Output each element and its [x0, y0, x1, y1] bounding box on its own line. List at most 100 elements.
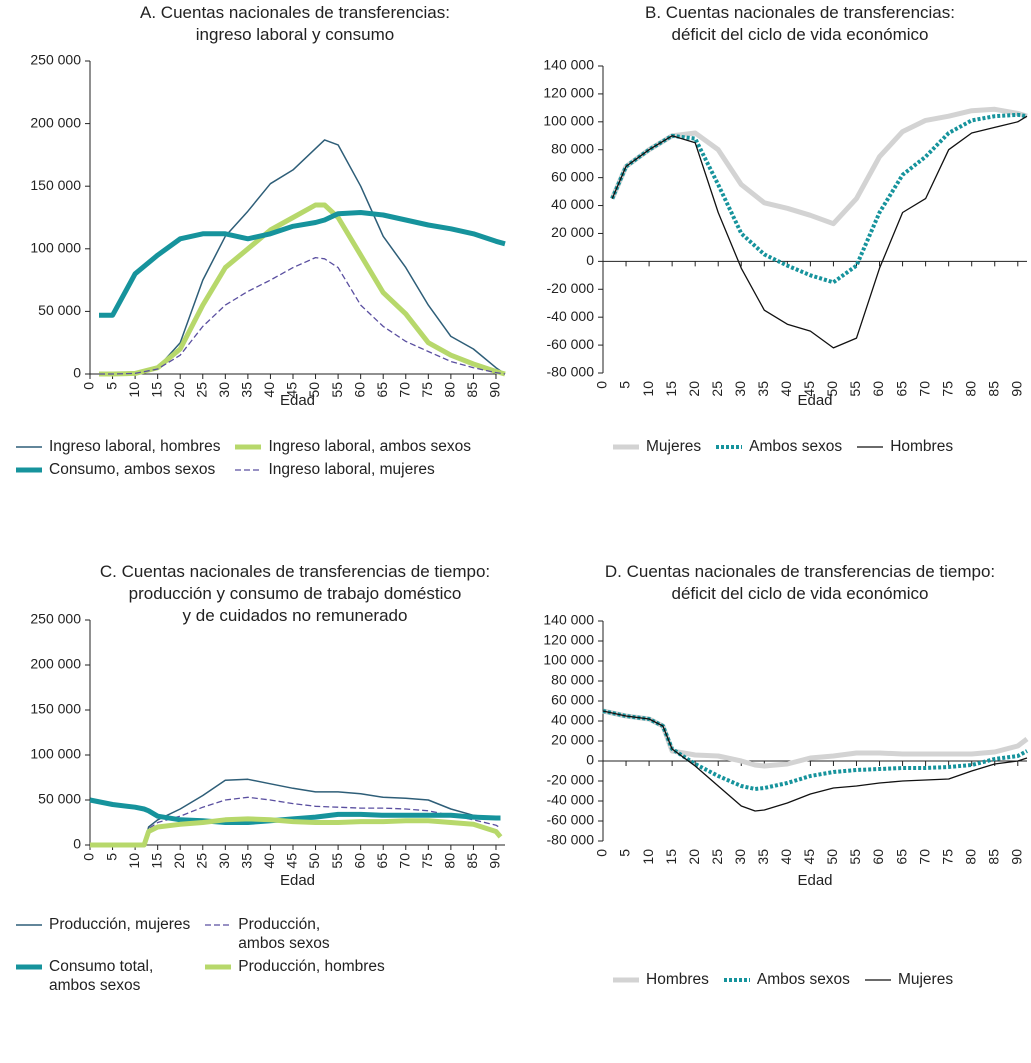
y-tick-label: 20 000: [551, 224, 594, 240]
y-tick-label: 250 000: [30, 52, 81, 68]
legend-label: Producción, hombres: [238, 958, 385, 975]
series-line: [610, 112, 1028, 285]
y-tick-label: 150 000: [30, 177, 81, 193]
x-tick-label: 5: [617, 849, 633, 857]
x-tick-label: 70: [396, 853, 412, 869]
series-line: [602, 710, 1028, 812]
x-tick-label: 85: [464, 382, 480, 398]
series-line: [99, 256, 506, 375]
x-tick-label: 90: [487, 382, 503, 398]
y-tick-label: 100 000: [543, 113, 594, 129]
legend-swatch: [16, 964, 42, 970]
y-tick-label: -80 000: [547, 364, 595, 380]
series-line: [609, 106, 1028, 227]
x-tick-label: 60: [870, 381, 886, 397]
x-tick-label: 55: [847, 381, 863, 397]
y-tick-label: 40 000: [551, 196, 594, 212]
x-tick-label: 50: [306, 853, 322, 869]
x-tick-label: 0: [594, 381, 610, 389]
legend-item: Producción, ambos sexos: [204, 915, 384, 953]
y-tick-label: -20 000: [547, 772, 595, 788]
y-tick-label: 20 000: [551, 732, 594, 748]
x-tick-label: 75: [419, 382, 435, 398]
x-tick-label: 65: [374, 382, 390, 398]
legend-label: Ambos sexos: [749, 438, 843, 455]
x-tick-label: 25: [709, 381, 725, 397]
x-tick-label: 45: [801, 381, 817, 397]
legend-swatch: [864, 979, 891, 981]
legend-swatch: [205, 924, 232, 926]
x-tick-label: 60: [351, 382, 367, 398]
x-tick-label: 80: [962, 849, 978, 865]
x-tick-label: 60: [351, 853, 367, 869]
x-tick-label: 30: [216, 382, 232, 398]
legend-label: Ambos sexos: [756, 971, 850, 988]
y-tick-label: 80 000: [551, 140, 594, 156]
y-tick-label: 60 000: [551, 692, 594, 708]
x-tick-label: 55: [329, 382, 345, 398]
legend-swatch: [857, 446, 884, 448]
y-tick-label: 80 000: [551, 672, 594, 688]
x-tick-label: 85: [464, 853, 480, 869]
series-line: [602, 709, 1028, 791]
legend-item: Mujeres: [864, 970, 953, 989]
x-tick-label: 10: [126, 853, 142, 869]
legend-label: Ingreso laboral, ambos sexos: [268, 438, 471, 455]
y-tick-label: 0: [73, 365, 81, 381]
y-tick-label: 140 000: [543, 57, 594, 73]
x-tick-label: 30: [216, 853, 232, 869]
legend: Ingreso laboral, hombres Ingreso laboral,…: [15, 437, 471, 479]
y-tick-label: 200 000: [30, 114, 81, 130]
legend-item: Consumo, ambos sexos: [15, 460, 220, 479]
y-tick-label: 120 000: [543, 85, 594, 101]
legend-item: Hombres: [856, 437, 953, 456]
x-tick-label: 90: [1008, 849, 1024, 865]
legend-label: Hombres: [646, 971, 709, 988]
y-tick-label: 150 000: [30, 701, 81, 717]
x-tick-label: 15: [148, 382, 164, 398]
legend-swatch: [16, 924, 42, 926]
legend-label: Ingreso laboral, mujeres: [268, 461, 435, 478]
x-tick-label: 90: [1008, 381, 1024, 397]
legend-item: Consumo total, ambos sexos: [15, 957, 190, 995]
x-tick-label: 55: [329, 853, 345, 869]
y-tick-label: 100 000: [30, 746, 81, 762]
y-tick-label: 120 000: [543, 632, 594, 648]
x-tick-label: 50: [306, 382, 322, 398]
x-tick-label: 60: [870, 849, 886, 865]
x-tick-label: 15: [663, 381, 679, 397]
legend-item: Producción, mujeres: [15, 915, 190, 953]
legend-swatch: [723, 978, 750, 982]
legend-item: Hombres: [612, 970, 709, 989]
x-tick-label: 80: [442, 382, 458, 398]
x-tick-label: 75: [939, 381, 955, 397]
y-tick-label: 0: [73, 836, 81, 852]
y-tick-label: -60 000: [547, 336, 595, 352]
y-tick-label: 40 000: [551, 712, 594, 728]
x-tick-label: 0: [81, 382, 97, 390]
y-tick-label: 250 000: [30, 611, 81, 627]
legend: Hombres Ambos sexos Mujeres: [612, 970, 953, 989]
legend-label: Mujeres: [646, 438, 702, 455]
chart-title: B. Cuentas nacionales de transferencias:…: [645, 3, 955, 44]
legend: Mujeres Ambos sexos Hombres: [612, 437, 953, 456]
legend-item: Ambos sexos: [715, 437, 842, 456]
x-axis-title: Edad: [797, 392, 833, 409]
x-tick-label: 15: [663, 849, 679, 865]
series-line: [99, 202, 506, 377]
x-axis-title: Edad: [279, 392, 316, 409]
x-tick-label: 45: [284, 382, 300, 398]
x-tick-label: 40: [778, 381, 794, 397]
legend-swatch: [613, 444, 639, 450]
legend-item: Ambos sexos: [723, 970, 850, 989]
legend-item: Ingreso laboral, ambos sexos: [234, 437, 471, 456]
x-tick-label: 20: [686, 849, 702, 865]
chart-title: C. Cuentas nacionales de transferencias …: [99, 562, 491, 625]
series-line: [99, 139, 506, 375]
x-tick-label: 35: [239, 382, 255, 398]
x-tick-label: 20: [171, 382, 187, 398]
legend-label: Ingreso laboral, hombres: [49, 438, 221, 455]
x-tick-label: 25: [709, 849, 725, 865]
